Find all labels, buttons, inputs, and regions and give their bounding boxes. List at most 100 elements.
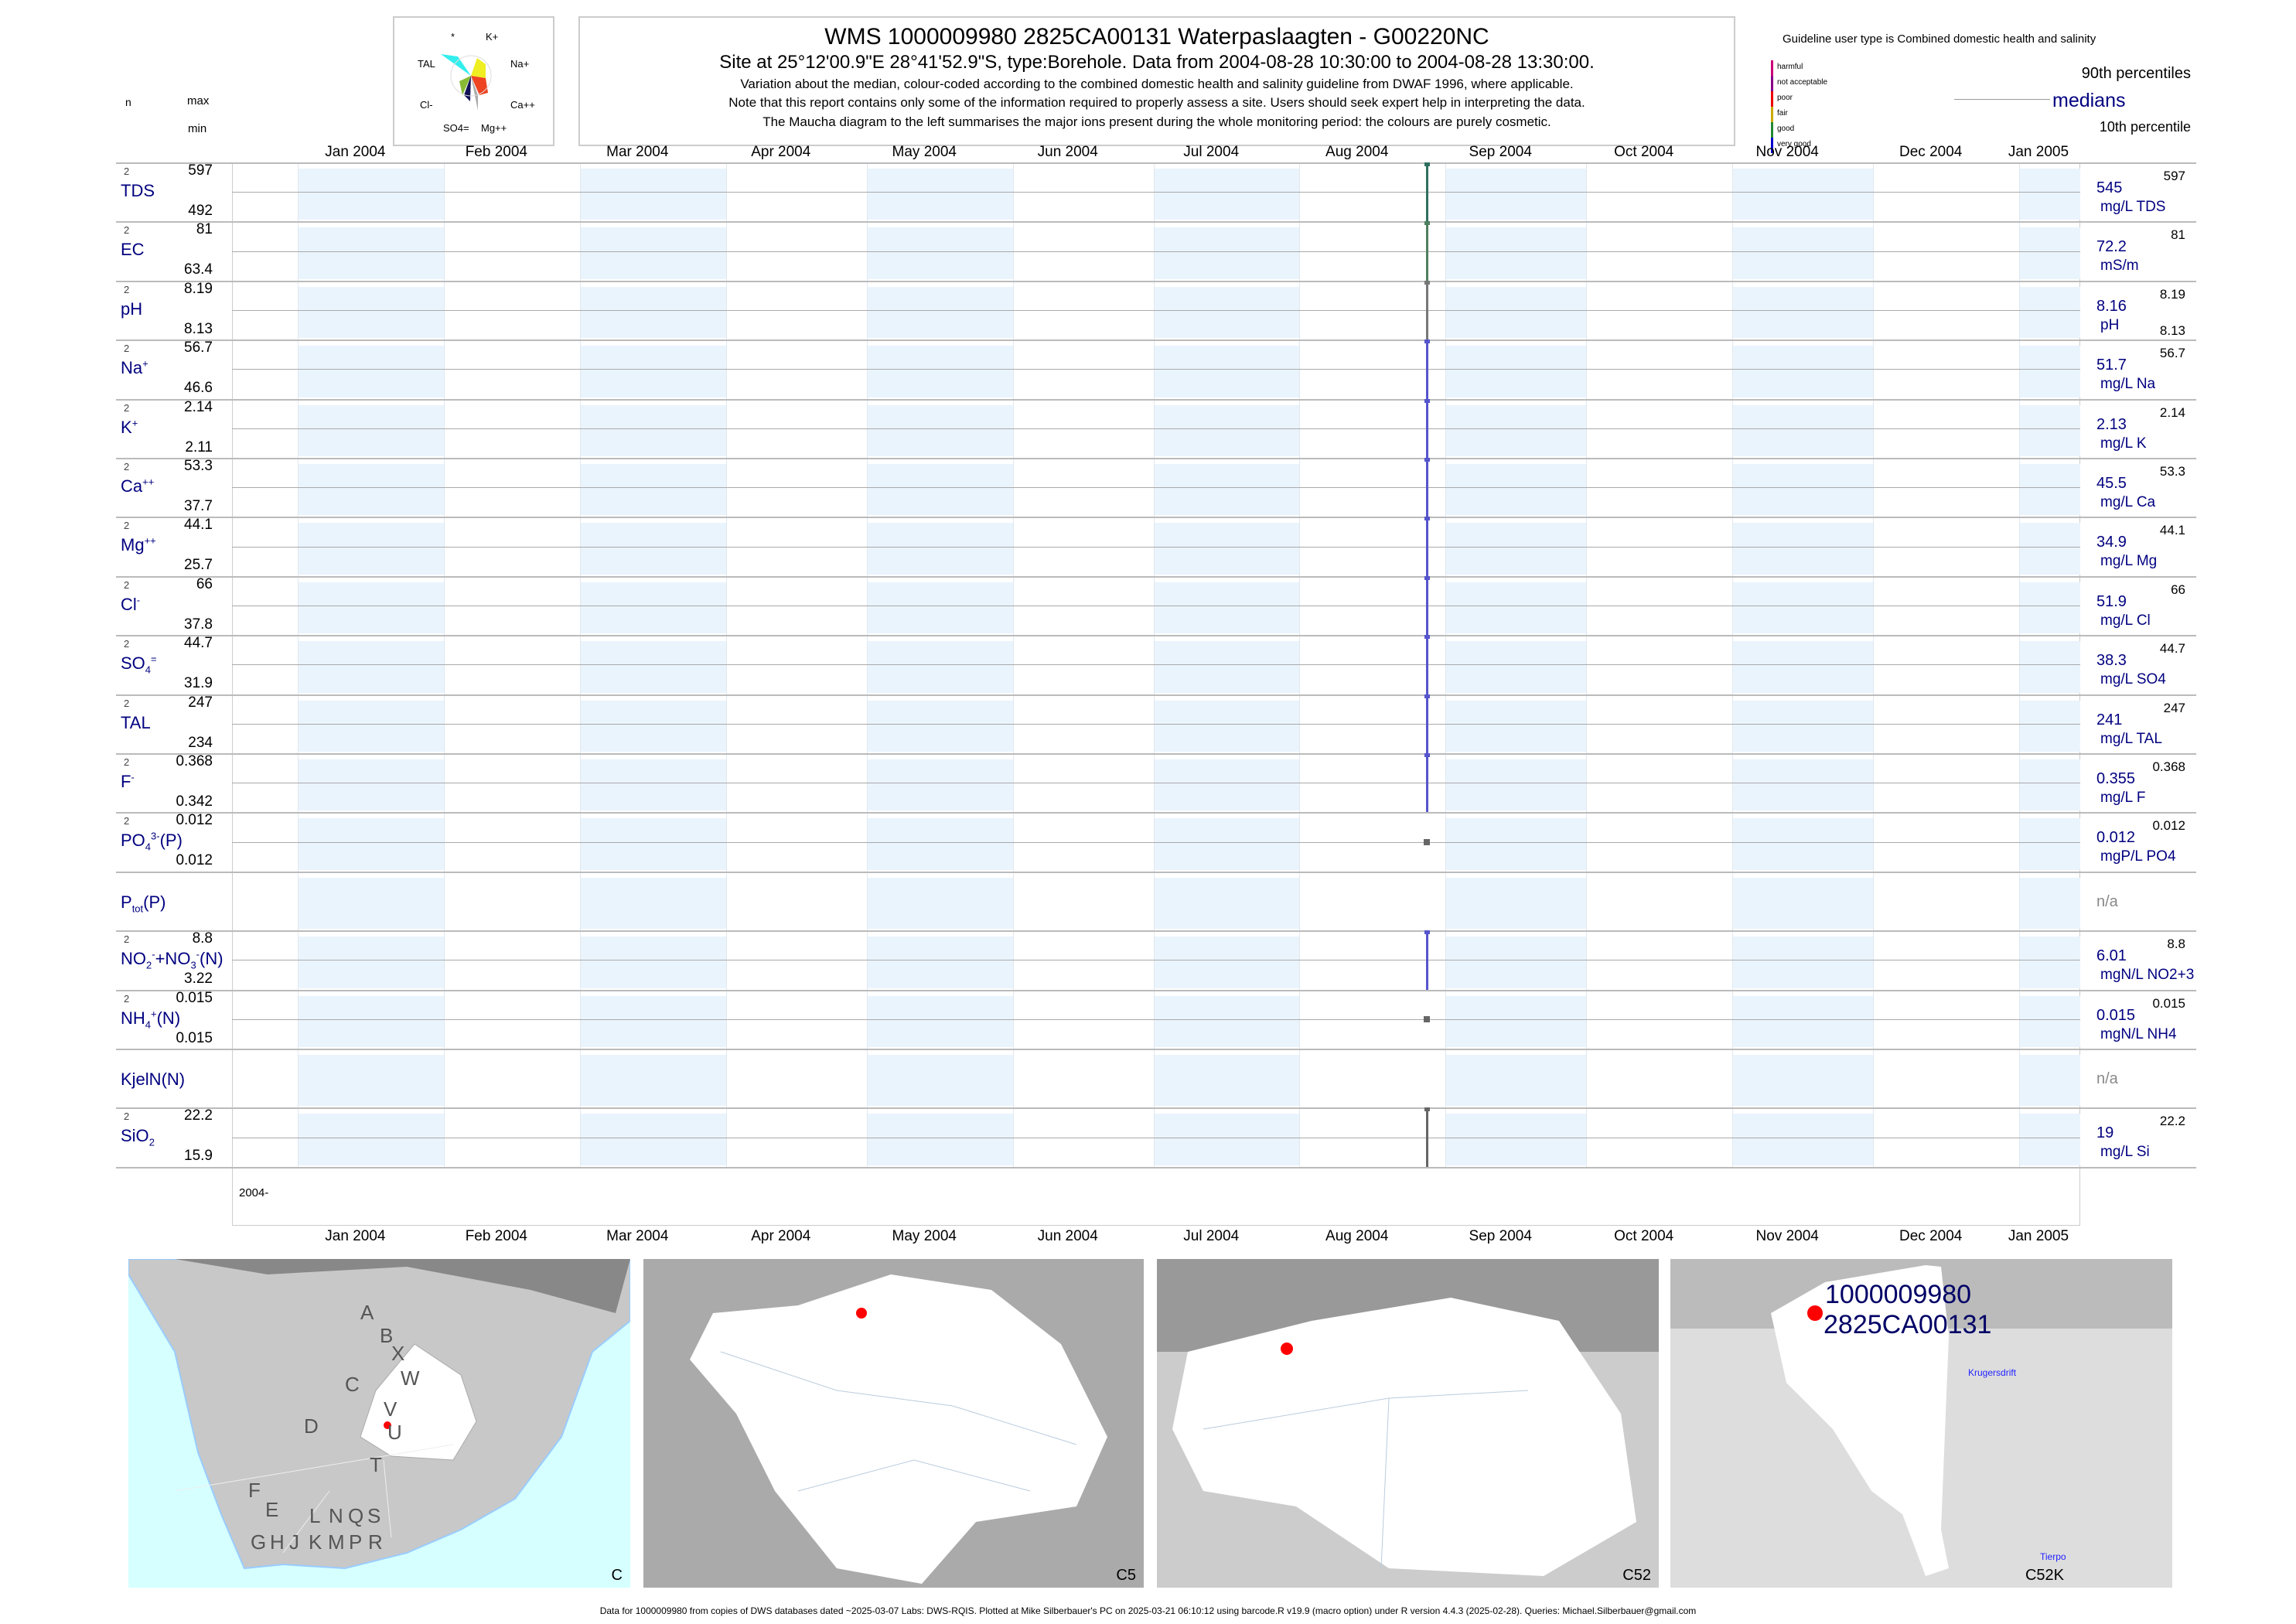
unit-label: mg/L Cl xyxy=(2100,612,2151,629)
median-line xyxy=(232,1018,2080,1020)
max-value: 0.012 xyxy=(176,812,213,829)
map-panel-c52k: 1000009980 2825CA00131 Krugersdrift Tier… xyxy=(1670,1259,2172,1588)
maucha-circle xyxy=(450,55,492,97)
median-point xyxy=(1423,838,1430,845)
month-band xyxy=(1731,582,1874,634)
median-value: 51.9 xyxy=(2096,592,2127,610)
month-band xyxy=(1731,286,1874,339)
month-band xyxy=(1153,1114,1300,1165)
month-band xyxy=(298,641,444,693)
median-value: 0.012 xyxy=(2096,829,2136,847)
month-band xyxy=(1153,700,1300,752)
month-band xyxy=(2018,937,2080,988)
min-value: 234 xyxy=(188,734,213,751)
map-panel-c52: C52 xyxy=(1157,1259,1659,1588)
sample-count: 2 xyxy=(124,520,130,532)
month-label-top: Oct 2004 xyxy=(1614,144,1674,160)
month-label-bottom: Mar 2004 xyxy=(606,1228,669,1244)
month-label-top: Sep 2004 xyxy=(1469,144,1532,160)
legend-class-label: poor xyxy=(1777,94,1793,102)
month-band xyxy=(580,286,726,339)
maucha-tal-segment xyxy=(441,54,471,76)
max-value: 247 xyxy=(188,694,213,711)
label-part: K xyxy=(121,417,132,437)
month-label-top: Jun 2004 xyxy=(1037,144,1098,160)
region-label: W xyxy=(401,1366,420,1390)
max-value: 66 xyxy=(196,575,213,592)
median-line xyxy=(232,546,2080,548)
month-label-bottom: Aug 2004 xyxy=(1325,1228,1389,1244)
month-label-bottom: May 2004 xyxy=(892,1228,957,1244)
month-band xyxy=(298,937,444,988)
month-band xyxy=(2018,877,2080,930)
parameter-label: Na+ xyxy=(121,359,148,377)
label-part: 4 xyxy=(145,1018,152,1030)
range-end-marker xyxy=(1424,398,1430,403)
max-value: 597 xyxy=(188,162,213,179)
parameter-label: EC xyxy=(121,241,145,259)
month-band xyxy=(580,169,726,220)
unit-label: mg/L Si xyxy=(2100,1144,2150,1161)
median-value: 19 xyxy=(2096,1124,2114,1142)
unit-label: mgN/L NH4 xyxy=(2100,1025,2177,1042)
month-band xyxy=(298,877,444,930)
maucha-chart xyxy=(441,54,492,111)
month-band xyxy=(866,1055,1013,1107)
month-band xyxy=(1731,1055,1874,1107)
label-part: P xyxy=(121,892,132,912)
sample-count: 2 xyxy=(124,933,130,946)
month-band xyxy=(1445,759,1587,811)
median-value: 38.3 xyxy=(2096,652,2127,670)
range-end-marker xyxy=(1424,221,1430,226)
site-code-label: 2825CA00131 xyxy=(1823,1310,1992,1339)
region-label: M xyxy=(328,1530,345,1554)
month-band xyxy=(1731,641,1874,693)
unit-label: mgN/L NO2+3 xyxy=(2100,967,2195,984)
month-band xyxy=(2018,1114,2080,1165)
unit-label: mg/L K xyxy=(2100,435,2147,452)
label-part: + xyxy=(151,1008,157,1020)
label-part: - xyxy=(196,948,200,960)
month-band xyxy=(1731,700,1874,752)
label-part: Cl xyxy=(121,594,137,614)
label-part: (N) xyxy=(200,949,223,969)
range-end-marker xyxy=(1424,280,1430,285)
label-part: SiO xyxy=(121,1126,149,1146)
region-label: E xyxy=(265,1498,279,1521)
region-label: L xyxy=(309,1504,321,1527)
catchment-map xyxy=(1157,1259,1659,1576)
map-label: C xyxy=(611,1567,623,1584)
legend-class-label: very good xyxy=(1777,140,1811,148)
min-value: 63.4 xyxy=(184,261,213,278)
month-band xyxy=(2018,227,2080,279)
map-label: C5 xyxy=(1116,1567,1136,1584)
range-bar xyxy=(1425,518,1428,576)
label-part: + xyxy=(142,357,148,370)
maucha-note: The Maucha diagram to the left summarise… xyxy=(762,114,1551,129)
range-bar xyxy=(1425,281,1428,340)
region-label: A xyxy=(360,1301,374,1324)
parameter-label: KjelN(N) xyxy=(121,1070,185,1089)
month-band xyxy=(866,169,1013,220)
month-band xyxy=(866,700,1013,752)
month-label-top: Feb 2004 xyxy=(465,144,527,160)
min-value: 37.8 xyxy=(184,616,213,633)
label-part: Na xyxy=(121,358,143,378)
maucha-label: TAL xyxy=(418,58,435,70)
month-band xyxy=(1153,759,1300,811)
maucha-label: K+ xyxy=(486,31,499,43)
month-band xyxy=(2018,523,2080,575)
sample-count: 2 xyxy=(124,343,130,355)
unit-label: mg/L F xyxy=(2100,790,2146,806)
median-value: 6.01 xyxy=(2096,947,2127,965)
max-value: 8.8 xyxy=(192,930,213,947)
max-value: 44.7 xyxy=(184,635,213,652)
min-value: 0.342 xyxy=(176,793,213,810)
label-part: (N) xyxy=(156,1008,181,1028)
row-divider xyxy=(116,812,2196,814)
guideline-legend: harmful not acceptable poor fair good very go… xyxy=(1771,60,1864,153)
region-label: S xyxy=(367,1504,381,1527)
plot-frame xyxy=(232,162,2080,1226)
min-value: 37.7 xyxy=(184,498,213,514)
